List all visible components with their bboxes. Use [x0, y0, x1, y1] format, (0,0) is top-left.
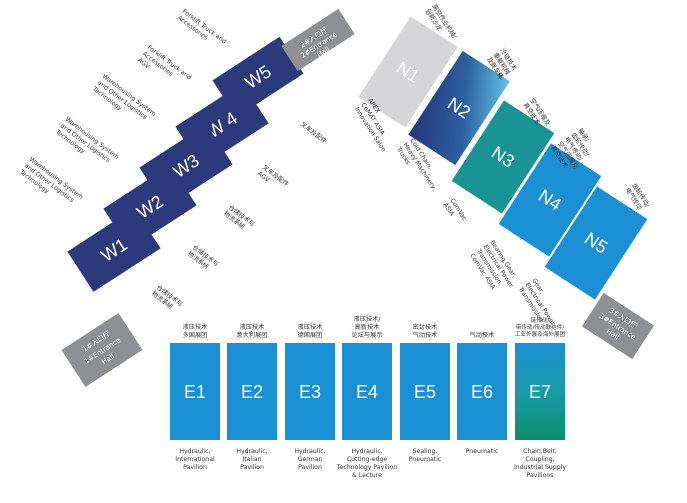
svg-text:Forklift Truck and Acces: Forklift Truck and Accessories: [176, 8, 229, 53]
svg-text:ComVac ASIA: ComVac ASIA: [442, 197, 469, 228]
e2-en-1: Hydraulic,: [236, 448, 267, 455]
e5-cn-1: 密封技术: [413, 323, 438, 331]
e4-en-3: Technology Pavilion: [336, 464, 397, 471]
hall-e4-code: E4: [356, 382, 378, 402]
svg-text:Warehousing System and O: Warehousing System and Other Logistics T…: [53, 115, 121, 174]
hall-n4[interactable]: N4: [498, 143, 602, 257]
svg-text:液压技术/高新技术论坛与展示: 液压技术/高新技术论坛与展示: [352, 315, 383, 339]
svg-text:仓储技术与 物流系统: 仓储技术与 物流系统: [222, 203, 258, 236]
svg-text:仓储技术与 物流系统: 仓储技术与 物流系统: [150, 283, 186, 316]
hall-e3[interactable]: E3: [285, 343, 335, 440]
svg-text:液压技术德国展团: 液压技术德国展团: [298, 323, 323, 339]
hall-n1[interactable]: N1: [358, 16, 458, 128]
hall-e6[interactable]: E6: [457, 343, 507, 440]
hall-w1[interactable]: W1: [67, 208, 161, 292]
e7-cn-3: 工业外展及海外展团: [515, 330, 566, 338]
svg-text:叉车及配件: 叉车及配件: [299, 120, 329, 145]
e2-en-2: Italian: [242, 456, 261, 463]
e-hall-cn-labels: 液压技术多国展团 液压技术意大利展团 液压技术德国展团 液压技术/高新技术论坛与…: [183, 315, 566, 339]
hall-n3[interactable]: N3: [451, 100, 555, 214]
svg-text:Warehousing System and O: Warehousing System and Other Logistics T…: [17, 155, 85, 214]
svg-text:气动技术: 气动技术: [470, 331, 495, 339]
e1-cn-1: 液压技术: [183, 323, 208, 331]
hall-e1[interactable]: E1: [170, 343, 220, 440]
e2-cn-1: 液压技术: [240, 323, 265, 331]
e1-en-1: Hydraulic,: [179, 448, 210, 455]
e6-en-1: Pneumatic: [466, 448, 499, 455]
e2-en-3: Pavilion: [240, 464, 264, 471]
e3-cn-2: 德国展团: [298, 331, 323, 339]
svg-text:Sealing,Pneumatic: Sealing, Pneumatic: [409, 448, 442, 463]
e4-cn-1: 液压技术/: [354, 315, 382, 323]
svg-text:液压技术多国展团: 液压技术多国展团: [183, 323, 208, 339]
hall-e1-code: E1: [184, 382, 206, 402]
svg-text:Warehousing System and O: Warehousing System and Other Logistics T…: [90, 72, 158, 131]
svg-text:叉车及配件 AGV: 叉车及配件 AGV: [256, 163, 292, 196]
e5-cn-2: 气动技术: [413, 331, 438, 339]
hall-e6-code: E6: [471, 382, 493, 402]
e7-cn-1: 链传动/: [531, 316, 550, 324]
e7-en-2: Coupling,: [525, 456, 554, 463]
hall-e4[interactable]: E4: [342, 343, 392, 440]
e4-en-1: Hydraulic,: [351, 448, 382, 455]
entrance-1[interactable]: 1#入口厅 1#Entrance Hall: [61, 313, 143, 387]
svg-text:轴承/ 齿轮传动/ 电气传动/: 轴承/ 齿轮传动/ 电气传动/ 空气压缩及 真空技术: [549, 127, 600, 176]
e5-en-1: Sealing,: [413, 448, 438, 455]
hall-e7-code: E7: [529, 382, 551, 402]
hall-n2[interactable]: N2: [408, 50, 510, 166]
n-halls: N1 N2 N3 N4 N5: [358, 16, 648, 300]
e-halls: E1 E2 E3 E4 E5 E6 E7: [170, 343, 565, 440]
e3-cn-1: 液压技术: [298, 323, 323, 331]
hall-e5-code: E5: [414, 382, 436, 402]
svg-text:链传动/带传动/传动联结件/工业外展及海外展团: 链传动/带传动/传动联结件/工业外展及海外展团: [515, 316, 566, 338]
e3-en-2: German: [298, 456, 323, 463]
e5-en-2: Pneumatic: [409, 456, 442, 463]
e4-en-4: & Lecture: [352, 472, 382, 479]
entrance-3[interactable]: 3#入口厅 3#Entrance Hall: [581, 292, 655, 360]
e7-en-4: Pavilions: [527, 472, 554, 479]
svg-text:Forklift Truck and Acces: Forklift Truck and Accessories AGV: [136, 44, 194, 95]
svg-text:Pneumatic: Pneumatic: [466, 448, 499, 455]
hall-e5[interactable]: E5: [400, 343, 450, 440]
e4-cn-3: 论坛与展示: [352, 331, 383, 339]
e3-en-1: Hydraulic,: [294, 448, 325, 455]
e4-cn-2: 高新技术: [355, 323, 380, 331]
e1-cn-2: 多国展团: [183, 331, 208, 339]
hall-n5[interactable]: N5: [544, 186, 648, 300]
e1-en-3: Pavilion: [183, 464, 207, 471]
svg-text:仓储技术与 物流系统: 仓储技术与 物流系统: [186, 243, 222, 276]
w-halls: W5 W 4 W3 W2 W1: [67, 36, 304, 292]
e7-en-3: Industrial Supply: [514, 464, 566, 471]
entrance-2[interactable]: 2#入口厅 2#Entrance Hall: [281, 8, 355, 73]
hall-e3-code: E3: [299, 382, 321, 402]
svg-text:Chain,Belt,Coupling,Industrial: Chain,Belt, Coupling, Industrial Supply Pav…: [514, 448, 566, 479]
e-hall-en-labels: Hydraulic, International Pavilion Hydrauli…: [175, 448, 566, 479]
e7-en-1: Chain,Belt,: [523, 448, 557, 455]
svg-text:密封技术气动技术: 密封技术气动技术: [413, 323, 438, 339]
e1-en-2: International: [175, 456, 215, 463]
e6-cn-1: 气动技术: [470, 331, 495, 339]
svg-text:Bearing,Gear, Electrical: Bearing,Gear, Electrical Power Transmiss…: [468, 238, 522, 299]
e3-en-3: Pavilion: [298, 464, 322, 471]
hall-e7[interactable]: E7: [515, 343, 565, 440]
hall-e2[interactable]: E2: [227, 343, 277, 440]
hall-e2-code: E2: [241, 382, 263, 402]
svg-text:液压技术意大利展团: 液压技术意大利展团: [237, 323, 268, 339]
w5-cn-1: 叉车及配件: [299, 120, 329, 145]
e2-cn-2: 意大利展团: [237, 331, 268, 339]
e4-en-2: Cutting-edge: [347, 456, 388, 463]
e7-cn-2: 带传动/传动联结件/: [516, 323, 565, 331]
